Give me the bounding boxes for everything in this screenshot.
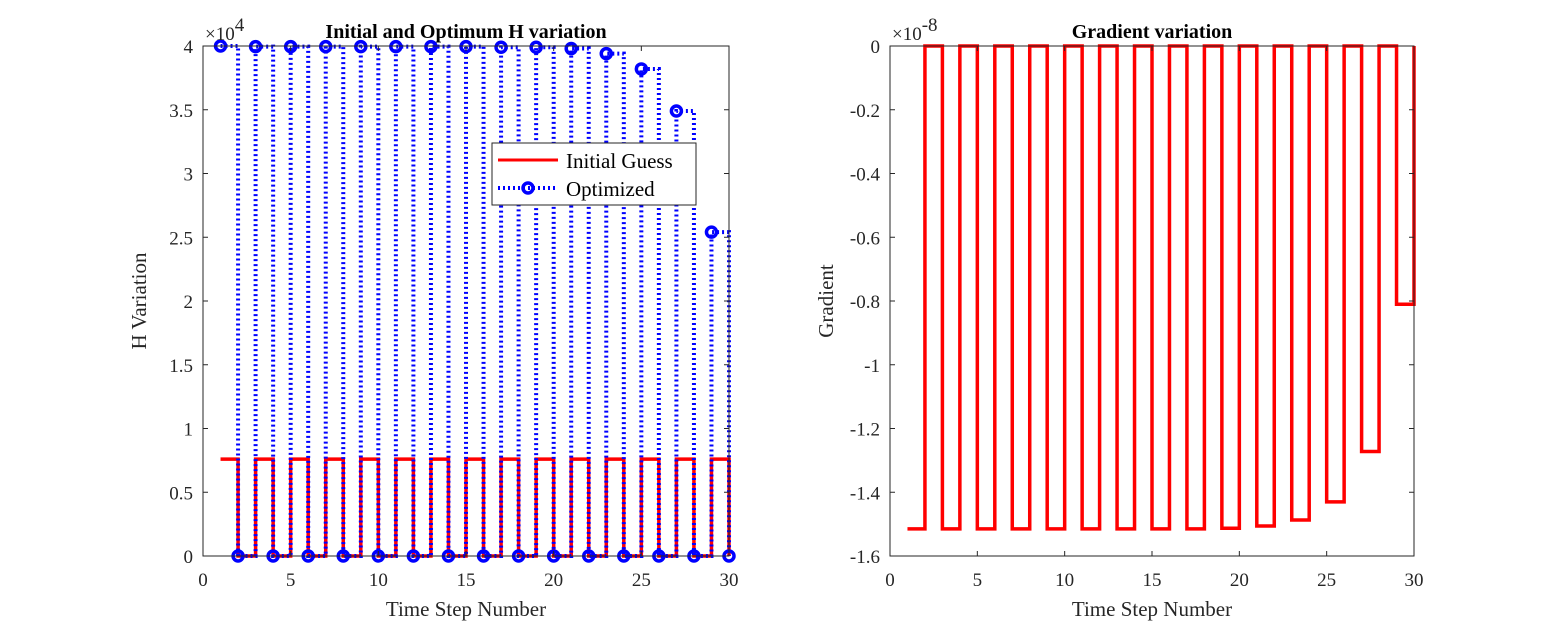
data-point-marker [704,225,719,239]
series-line-gradient [907,44,1416,531]
y-tick-label: -0.2 [850,101,880,122]
h-variation-y-axis-label: H Variation [127,252,151,350]
y-tick-label: 1.5 [169,356,193,377]
y-tick-label: -0.8 [850,292,880,313]
data-point-marker [529,40,543,55]
x-tick-label: 20 [1230,570,1249,591]
gradient-exponent-power: -8 [922,15,938,36]
y-tick-label: -0.6 [850,228,880,249]
y-tick-label: -1.2 [850,420,880,441]
data-point-marker [318,39,333,54]
y-tick-label: 0.5 [169,483,193,504]
y-tick-label: -1.4 [850,483,881,504]
gradient-x-axis-label: Time Step Number [1072,597,1232,621]
h-variation-ticks: 0 5 10 15 20 25 30 0 0.5 1 1.5 2 2.5 3 3.5 4 [169,37,738,591]
y-tick-label: 3 [184,165,194,186]
gradient-exponent-base: ×10 [892,24,922,45]
h-variation-legend: Initial Guess Optimized [491,142,697,206]
data-point-marker [634,62,649,76]
series-line-initial-guess [220,457,731,558]
y-tick-label: 3.5 [169,101,193,122]
x-tick-label: 30 [1405,570,1424,591]
legend-label-initial-guess: Initial Guess [566,149,673,173]
y-tick-label: 2 [184,292,194,313]
x-tick-label: 0 [885,570,895,591]
h-variation-exponent-base: ×10 [205,24,235,45]
gradient-title: Gradient variation [1072,21,1233,43]
y-tick-label: 0 [184,547,194,568]
h-variation-exponent-power: 4 [235,15,245,36]
data-point-marker [459,39,473,54]
y-tick-label: -1.6 [850,547,880,568]
legend-marker-optimized [521,181,535,195]
x-tick-label: 5 [973,570,983,591]
data-point-marker [354,39,368,54]
data-point-marker [669,104,684,118]
y-tick-label: 2.5 [169,228,193,249]
data-point-marker [283,39,298,54]
x-tick-label: 10 [1055,570,1074,591]
h-variation-plot: 0 5 10 15 20 25 30 0 0.5 1 1.5 2 2.5 3 3.5 4 Initial an… [127,15,739,621]
data-point-marker [494,40,508,55]
data-point-marker [424,39,438,54]
x-tick-label: 5 [286,570,296,591]
x-tick-label: 15 [1143,570,1162,591]
h-variation-title: Initial and Optimum H variation [325,21,606,43]
y-tick-label: 1 [184,420,194,441]
x-tick-label: 10 [369,570,388,591]
h-variation-exponent-label: ×104 [205,15,245,45]
x-tick-label: 20 [544,570,563,591]
x-tick-label: 25 [1317,570,1336,591]
x-tick-label: 25 [632,570,651,591]
x-tick-label: 15 [457,570,476,591]
gradient-ticks: 0 5 10 15 20 25 30 -1.6 -1.4 -1.2 -1 -0.8 -0.6 -0.4 -0… [850,37,1424,591]
h-variation-x-axis-label: Time Step Number [386,597,546,621]
legend-label-optimized: Optimized [566,177,655,201]
gradient-marks [907,44,1416,531]
series-line-optimized [220,44,731,558]
x-tick-label: 0 [198,570,208,591]
data-point-marker [248,39,263,54]
legend-box [491,142,697,206]
gradient-y-axis-label: Gradient [814,264,838,338]
y-tick-label: 0 [871,37,881,58]
y-tick-label: -0.4 [850,165,881,186]
x-tick-label: 30 [720,570,739,591]
y-tick-label: -1 [864,356,880,377]
data-point-marker [599,46,614,61]
gradient-plot: 0 5 10 15 20 25 30 -1.6 -1.4 -1.2 -1 -0.8 -0.6 -0.4 -0… [814,15,1424,621]
data-point-marker [389,39,403,54]
y-tick-label: 4 [184,37,194,58]
gradient-exponent-label: ×10-8 [892,15,938,45]
data-point-marker [564,41,578,56]
